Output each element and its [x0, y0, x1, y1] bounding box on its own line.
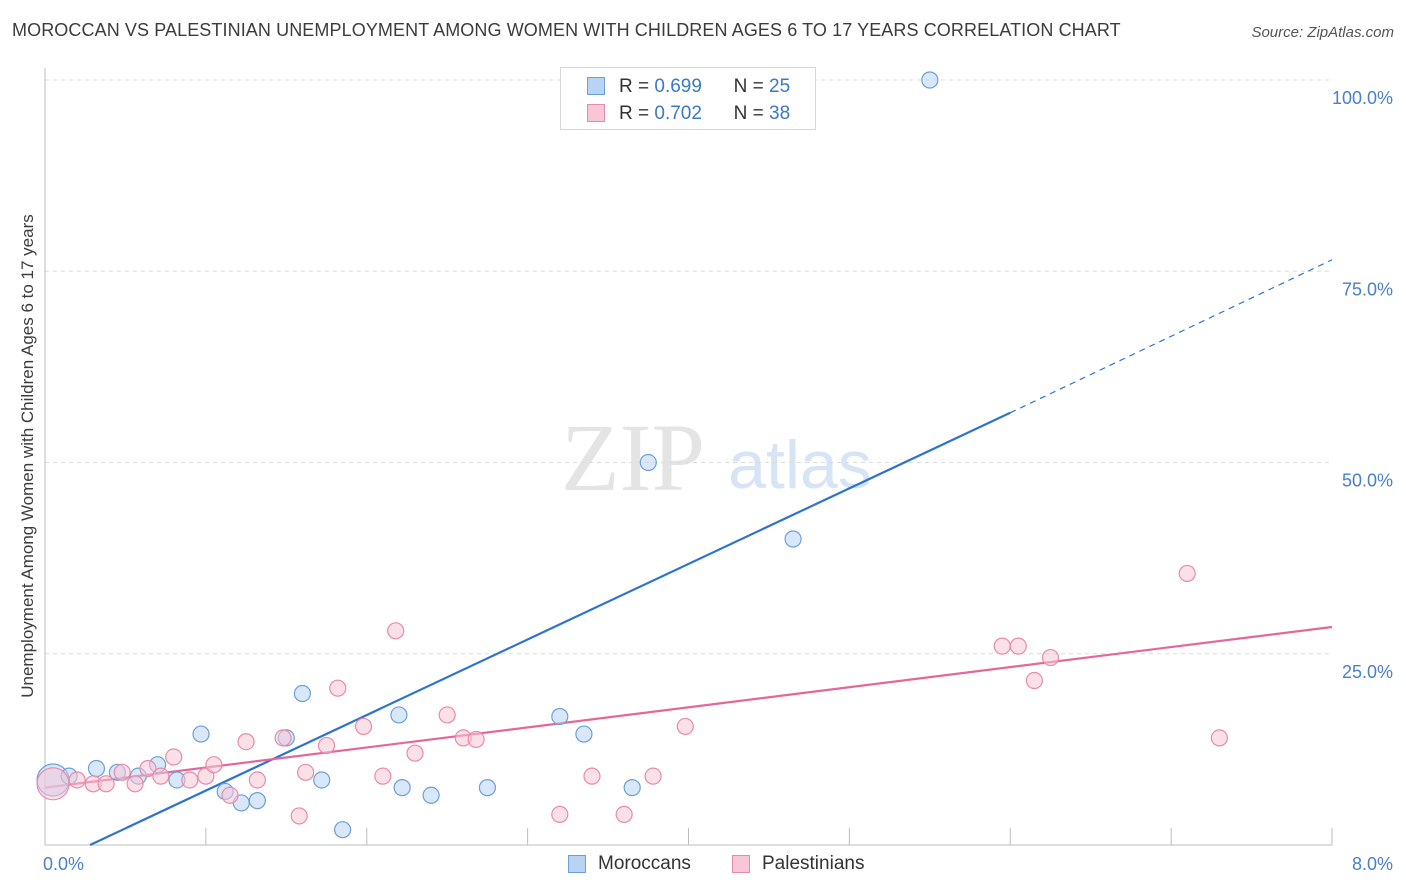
- data-point-moroccan: [294, 686, 310, 702]
- data-point-palestinian: [298, 764, 314, 780]
- data-point-palestinian: [127, 776, 143, 792]
- n-label: N =: [734, 76, 764, 97]
- legend-swatch-moroccans: [568, 855, 586, 873]
- data-point-palestinian: [407, 745, 423, 761]
- data-point-moroccan: [88, 761, 104, 777]
- y-tick-label: 75.0%: [1342, 279, 1393, 299]
- watermark-atlas: atlas: [728, 427, 872, 503]
- scatter-plot: ZIP atlas 25.0% 50.0% 75.0% 100.0% 0.0% 8.0%: [0, 0, 1406, 892]
- data-point-palestinian: [330, 680, 346, 696]
- data-point-palestinian: [114, 764, 130, 780]
- data-point-palestinian: [275, 730, 291, 746]
- data-point-palestinian: [1026, 673, 1042, 689]
- data-point-moroccan: [314, 772, 330, 788]
- data-point-palestinian: [616, 806, 632, 822]
- data-point-moroccan: [391, 707, 407, 723]
- data-point-palestinian: [356, 718, 372, 734]
- legend-swatch-moroccans: [587, 77, 605, 95]
- watermark-zip: ZIP: [561, 404, 705, 511]
- data-point-moroccan: [249, 793, 265, 809]
- data-point-palestinian: [1042, 650, 1058, 666]
- correlation-legend: R = 0.699 N = 25 R = 0.702 N = 38: [560, 67, 816, 130]
- data-point-palestinian: [1010, 638, 1026, 654]
- data-point-palestinian: [677, 718, 693, 734]
- tick-labels: 25.0% 50.0% 75.0% 100.0% 0.0% 8.0%: [43, 88, 1393, 874]
- data-point-moroccan: [640, 455, 656, 471]
- n-value-moroccans: 25: [769, 76, 790, 97]
- data-point-palestinian: [645, 768, 661, 784]
- data-point-moroccan: [576, 726, 592, 742]
- trend-lines: [45, 260, 1332, 845]
- data-point-moroccan: [335, 822, 351, 838]
- data-point-moroccan: [624, 780, 640, 796]
- data-point-palestinian: [249, 772, 265, 788]
- data-point-palestinian: [153, 768, 169, 784]
- data-point-palestinian: [439, 707, 455, 723]
- data-point-palestinian: [552, 806, 568, 822]
- watermark: ZIP atlas: [561, 404, 872, 511]
- data-point-moroccan: [423, 787, 439, 803]
- trend-line-moroccan: [90, 413, 1010, 845]
- trend-line-palestinian: [45, 627, 1332, 788]
- data-point-palestinian: [291, 808, 307, 824]
- data-point-palestinian: [206, 757, 222, 773]
- x-tick-label: 8.0%: [1352, 854, 1393, 874]
- data-point-moroccan: [785, 531, 801, 547]
- data-point-palestinian: [994, 638, 1010, 654]
- n-value-palestinians: 38: [769, 103, 790, 124]
- x-tick-label: 0.0%: [43, 854, 84, 874]
- r-label: R =: [619, 76, 649, 97]
- data-point-moroccan: [479, 780, 495, 796]
- n-label: N =: [734, 103, 764, 124]
- data-point-palestinian: [166, 749, 182, 765]
- data-point-palestinian: [1179, 565, 1195, 581]
- data-point-moroccan: [922, 72, 938, 88]
- data-point-palestinian: [222, 787, 238, 803]
- data-point-palestinian: [69, 772, 85, 788]
- gridlines: [45, 80, 1332, 654]
- legend-swatch-palestinians: [732, 855, 750, 873]
- data-point-palestinian: [319, 738, 335, 754]
- data-point-palestinian: [584, 768, 600, 784]
- data-point-moroccan: [193, 726, 209, 742]
- legend-label-palestinians: Palestinians: [762, 853, 864, 875]
- r-value-moroccans: 0.699: [654, 76, 702, 97]
- data-point-moroccan: [552, 708, 568, 724]
- r-label: R =: [619, 103, 649, 124]
- legend-label-moroccans: Moroccans: [598, 853, 691, 875]
- data-point-palestinian: [182, 772, 198, 788]
- data-point-palestinian: [468, 731, 484, 747]
- data-point-palestinian: [1211, 730, 1227, 746]
- trend-line-extension-moroccan: [1010, 260, 1332, 413]
- y-tick-label: 100.0%: [1332, 88, 1393, 108]
- y-tick-label: 50.0%: [1342, 471, 1393, 491]
- y-tick-label: 25.0%: [1342, 662, 1393, 682]
- data-point-palestinian: [238, 734, 254, 750]
- data-point-palestinian: [37, 768, 69, 800]
- data-point-moroccan: [394, 780, 410, 796]
- data-point-palestinian: [375, 768, 391, 784]
- data-point-palestinian: [388, 623, 404, 639]
- data-point-palestinian: [98, 776, 114, 792]
- r-value-palestinians: 0.702: [654, 103, 702, 124]
- legend-swatch-palestinians: [587, 104, 605, 122]
